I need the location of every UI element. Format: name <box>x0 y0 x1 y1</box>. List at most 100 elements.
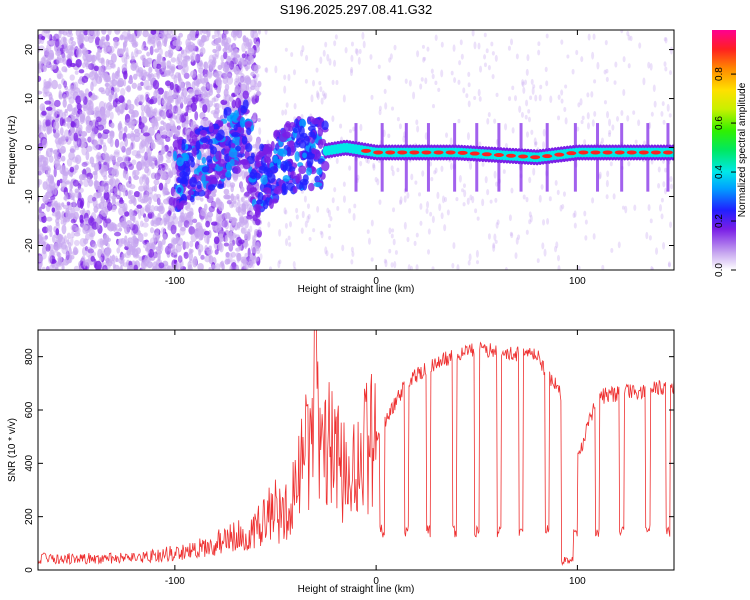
noise-speckle <box>104 187 108 194</box>
noise-speckle <box>528 176 532 184</box>
noise-speckle <box>453 77 457 84</box>
noise-speckle <box>79 90 83 95</box>
noise-speckle <box>312 228 316 233</box>
noise-speckle <box>663 61 667 67</box>
noise-speckle <box>320 97 324 105</box>
noise-speckle <box>226 258 231 265</box>
ridge-peak <box>397 150 408 155</box>
noise-speckle <box>156 69 161 80</box>
noise-speckle <box>233 80 239 87</box>
spectrogram-xtick-label: 0 <box>373 276 379 287</box>
signal-blob <box>274 185 283 195</box>
noise-speckle <box>53 187 57 196</box>
spectrogram-ytick-label: 0 <box>24 144 35 150</box>
noise-speckle <box>114 231 122 237</box>
noise-speckle <box>40 203 46 210</box>
noise-speckle <box>191 47 196 55</box>
noise-speckle <box>84 245 89 252</box>
noise-speckle <box>477 88 481 97</box>
noise-speckle <box>146 261 154 269</box>
noise-speckle <box>76 47 83 58</box>
noise-speckle <box>127 104 132 110</box>
noise-speckle <box>45 165 51 175</box>
noise-speckle <box>434 80 438 86</box>
noise-speckle <box>378 105 382 112</box>
noise-speckle <box>80 30 85 33</box>
signal-blob <box>232 135 242 146</box>
noise-speckle <box>591 197 595 204</box>
noise-speckle <box>230 199 234 208</box>
noise-speckle <box>467 100 471 108</box>
noise-speckle <box>121 101 126 109</box>
noise-speckle <box>153 72 159 78</box>
noise-speckle <box>616 116 620 122</box>
noise-speckle <box>274 65 278 74</box>
noise-speckle <box>50 195 56 201</box>
noise-speckle <box>163 70 171 77</box>
noise-speckle <box>258 226 262 233</box>
noise-speckle <box>124 211 130 217</box>
noise-speckle <box>160 227 166 235</box>
noise-speckle <box>174 130 181 137</box>
signal-blob <box>249 171 255 179</box>
noise-speckle <box>189 53 197 62</box>
noise-speckle <box>95 219 101 230</box>
noise-speckle <box>144 166 150 174</box>
noise-speckle <box>530 78 534 85</box>
noise-speckle <box>49 147 53 153</box>
noise-speckle <box>255 185 262 191</box>
noise-speckle <box>79 214 84 223</box>
noise-speckle <box>342 94 346 103</box>
signal-blob <box>260 174 269 185</box>
noise-speckle <box>131 159 137 166</box>
signal-blob <box>262 199 269 210</box>
noise-speckle <box>176 106 182 116</box>
noise-speckle <box>522 87 526 94</box>
noise-speckle <box>467 71 471 78</box>
noise-speckle <box>494 54 498 62</box>
signal-blob <box>208 163 216 169</box>
signal-blob <box>263 166 268 175</box>
noise-speckle <box>76 137 82 148</box>
noise-speckle <box>487 111 491 118</box>
noise-speckle <box>372 162 376 169</box>
noise-speckle <box>483 62 487 68</box>
noise-speckle <box>125 220 133 228</box>
noise-speckle <box>383 258 387 264</box>
noise-speckle <box>192 43 196 49</box>
signal-blob <box>229 158 235 167</box>
noise-speckle <box>167 95 174 102</box>
noise-speckle <box>117 77 124 88</box>
noise-speckle <box>200 47 206 55</box>
noise-speckle <box>394 250 398 255</box>
signal-blob <box>299 134 305 142</box>
noise-speckle <box>231 99 236 109</box>
noise-speckle <box>66 31 73 38</box>
noise-speckle <box>100 139 104 145</box>
noise-speckle <box>96 30 100 37</box>
noise-speckle <box>88 121 96 129</box>
noise-speckle <box>540 184 544 190</box>
colorbar-label: Normalized spectral amplitude <box>737 82 748 217</box>
noise-speckle <box>664 37 668 44</box>
noise-speckle <box>122 40 128 48</box>
noise-speckle <box>504 143 508 149</box>
noise-speckle <box>93 205 99 213</box>
noise-speckle <box>130 62 137 71</box>
noise-speckle <box>399 199 403 206</box>
noise-speckle <box>175 235 179 244</box>
noise-speckle <box>59 149 66 154</box>
signal-blob <box>234 97 242 109</box>
noise-speckle <box>292 69 296 76</box>
noise-speckle <box>105 58 110 67</box>
noise-speckle <box>206 31 211 38</box>
noise-speckle <box>118 227 123 232</box>
noise-speckle <box>575 49 579 56</box>
noise-speckle <box>223 242 230 247</box>
signal-blob <box>228 148 238 158</box>
noise-speckle <box>38 255 44 263</box>
noise-speckle <box>223 30 229 35</box>
noise-speckle <box>215 213 219 223</box>
noise-speckle <box>200 254 205 260</box>
